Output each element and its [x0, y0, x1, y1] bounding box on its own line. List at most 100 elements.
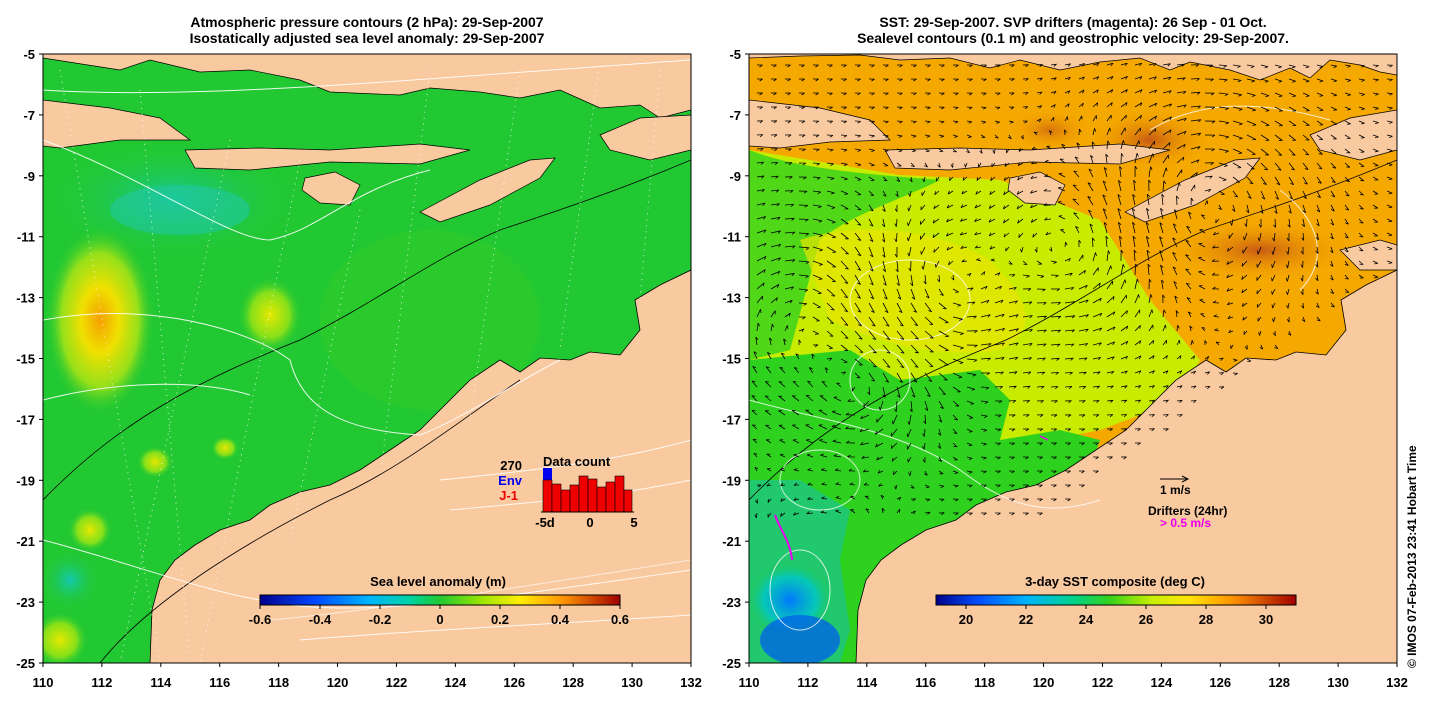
- velocity-arrow: [791, 410, 800, 416]
- velocity-arrow: [1358, 106, 1365, 111]
- velocity-arrow: [1008, 106, 1015, 110]
- velocity-arrow: [812, 120, 820, 124]
- velocity-arrow: [1285, 274, 1290, 282]
- velocity-arrow: [1051, 456, 1057, 460]
- velocity-arrow: [908, 190, 912, 197]
- velocity-arrow: [1119, 235, 1123, 248]
- velocity-arrow: [1036, 105, 1043, 109]
- velocity-arrow: [995, 78, 1001, 82]
- velocity-arrow: [770, 297, 778, 304]
- velocity-arrow: [1211, 258, 1220, 262]
- velocity-arrow: [1176, 104, 1187, 108]
- velocity-arrow: [1073, 212, 1080, 220]
- velocity-arrow: [1030, 204, 1038, 209]
- velocity-arrow: [868, 372, 876, 382]
- velocity-arrow: [1330, 288, 1335, 294]
- velocity-arrow: [1120, 399, 1128, 403]
- velocity-arrow: [1386, 260, 1393, 264]
- right-lon-tick-label: 126: [1209, 675, 1231, 690]
- velocity-arrow: [1232, 358, 1238, 362]
- velocity-arrow: [1120, 385, 1128, 389]
- velocity-arrow: [1146, 249, 1150, 262]
- velocity-arrow: [756, 202, 766, 206]
- velocity-arrow: [868, 316, 876, 327]
- velocity-arrow: [1344, 232, 1349, 239]
- velocity-arrow: [1120, 76, 1128, 80]
- velocity-arrow: [854, 218, 862, 226]
- velocity-arrow: [924, 344, 934, 353]
- velocity-arrow: [1358, 190, 1364, 196]
- velocity-arrow: [1260, 148, 1269, 156]
- velocity-arrow: [1256, 274, 1262, 281]
- velocity-arrow: [1212, 286, 1220, 290]
- velocity-arrow: [924, 134, 931, 138]
- velocity-arrow: [1300, 246, 1304, 255]
- left-lat-tick-label: -21: [16, 534, 35, 549]
- velocity-arrow: [756, 295, 763, 304]
- velocity-arrow: [966, 106, 973, 110]
- velocity-arrow: [770, 92, 777, 96]
- velocity-arrow: [767, 498, 772, 503]
- velocity-arrow: [1315, 232, 1319, 241]
- velocity-arrow: [1106, 371, 1115, 375]
- velocity-arrow: [908, 470, 912, 476]
- velocity-arrow: [1199, 229, 1206, 234]
- velocity-arrow: [1372, 274, 1379, 279]
- velocity-arrow: [1092, 342, 1102, 346]
- velocity-arrow: [1134, 309, 1141, 318]
- velocity-arrow: [1344, 218, 1349, 225]
- velocity-arrow: [882, 120, 889, 124]
- velocity-arrow: [1078, 343, 1089, 347]
- velocity-arrow: [1204, 162, 1214, 166]
- velocity-arrow: [778, 395, 786, 402]
- velocity-arrow: [821, 496, 828, 500]
- velocity-arrow: [938, 120, 945, 124]
- velocity-arrow: [1036, 64, 1043, 68]
- velocity-arrow: [1092, 327, 1103, 332]
- velocity-arrow: [840, 148, 848, 152]
- velocity-arrow: [1176, 63, 1185, 67]
- velocity-arrow: [910, 120, 917, 124]
- velocity-arrow: [1329, 260, 1334, 267]
- velocity-arrow: [1023, 442, 1029, 446]
- velocity-arrow: [924, 358, 934, 367]
- velocity-arrow: [1274, 92, 1283, 98]
- velocity-arrow: [1105, 153, 1109, 164]
- velocity-arrow: [1120, 279, 1127, 290]
- velocity-arrow: [1134, 325, 1141, 332]
- velocity-arrow: [1022, 343, 1033, 347]
- velocity-arrow: [952, 498, 959, 502]
- velocity-arrow: [1050, 77, 1057, 81]
- velocity-arrow: [1162, 103, 1173, 108]
- velocity-arrow: [1213, 314, 1220, 318]
- velocity-arrow: [1204, 355, 1210, 360]
- velocity-arrow: [792, 381, 800, 388]
- velocity-arrow: [1241, 260, 1248, 267]
- velocity-arrow: [952, 456, 958, 461]
- velocity-arrow: [1258, 330, 1262, 336]
- velocity-arrow: [1162, 385, 1169, 389]
- velocity-arrow: [1148, 76, 1157, 80]
- velocity-arrow: [793, 453, 800, 458]
- velocity-arrow: [770, 148, 778, 152]
- velocity-arrow: [798, 339, 802, 345]
- velocity-arrow: [756, 242, 767, 248]
- velocity-arrow: [1132, 235, 1136, 248]
- velocity-arrow: [835, 482, 842, 486]
- velocity-arrow: [895, 190, 899, 197]
- velocity-arrow: [1022, 92, 1029, 96]
- velocity-arrow: [1078, 254, 1084, 262]
- velocity-arrow: [960, 204, 968, 209]
- velocity-arrow: [892, 470, 898, 476]
- velocity-arrow: [994, 498, 1001, 502]
- velocity-arrow: [770, 230, 781, 234]
- velocity-arrow: [784, 148, 792, 152]
- velocity-arrow: [949, 176, 954, 181]
- velocity-arrow: [906, 442, 912, 450]
- velocity-arrow: [1288, 162, 1295, 171]
- velocity-arrow: [924, 511, 931, 515]
- velocity-arrow: [924, 498, 931, 502]
- velocity-arrow: [1316, 190, 1321, 199]
- velocity-arrow: [1020, 246, 1024, 253]
- velocity-arrow: [840, 246, 849, 255]
